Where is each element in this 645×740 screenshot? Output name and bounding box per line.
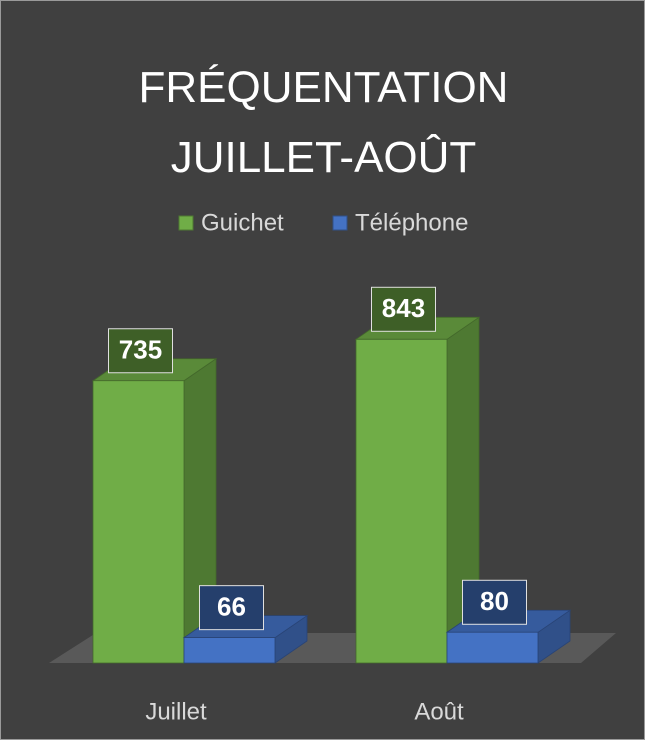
bar-front bbox=[92, 380, 185, 664]
legend-label: Téléphone bbox=[355, 209, 468, 236]
data-label: 843 bbox=[382, 293, 425, 323]
x-tick-label: Août bbox=[414, 698, 464, 725]
bar-front bbox=[446, 631, 539, 664]
legend-swatch bbox=[178, 215, 194, 231]
data-label-box bbox=[371, 286, 436, 332]
bar bbox=[91, 357, 218, 664]
data-label-box bbox=[108, 328, 173, 374]
data-label: 80 bbox=[480, 586, 509, 616]
bar bbox=[354, 316, 481, 664]
bar-front bbox=[355, 338, 448, 664]
x-tick-label: Juillet bbox=[145, 698, 207, 725]
bar-front bbox=[183, 637, 276, 664]
legend-swatch bbox=[332, 215, 348, 231]
data-label: 735 bbox=[119, 335, 162, 365]
chart-title: FRÉQUENTATION JUILLET-AOÛT bbox=[138, 63, 509, 182]
data-label-box bbox=[462, 579, 527, 625]
legend-label: Guichet bbox=[201, 209, 284, 236]
data-label: 66 bbox=[217, 592, 246, 622]
data-label-box bbox=[199, 585, 264, 631]
